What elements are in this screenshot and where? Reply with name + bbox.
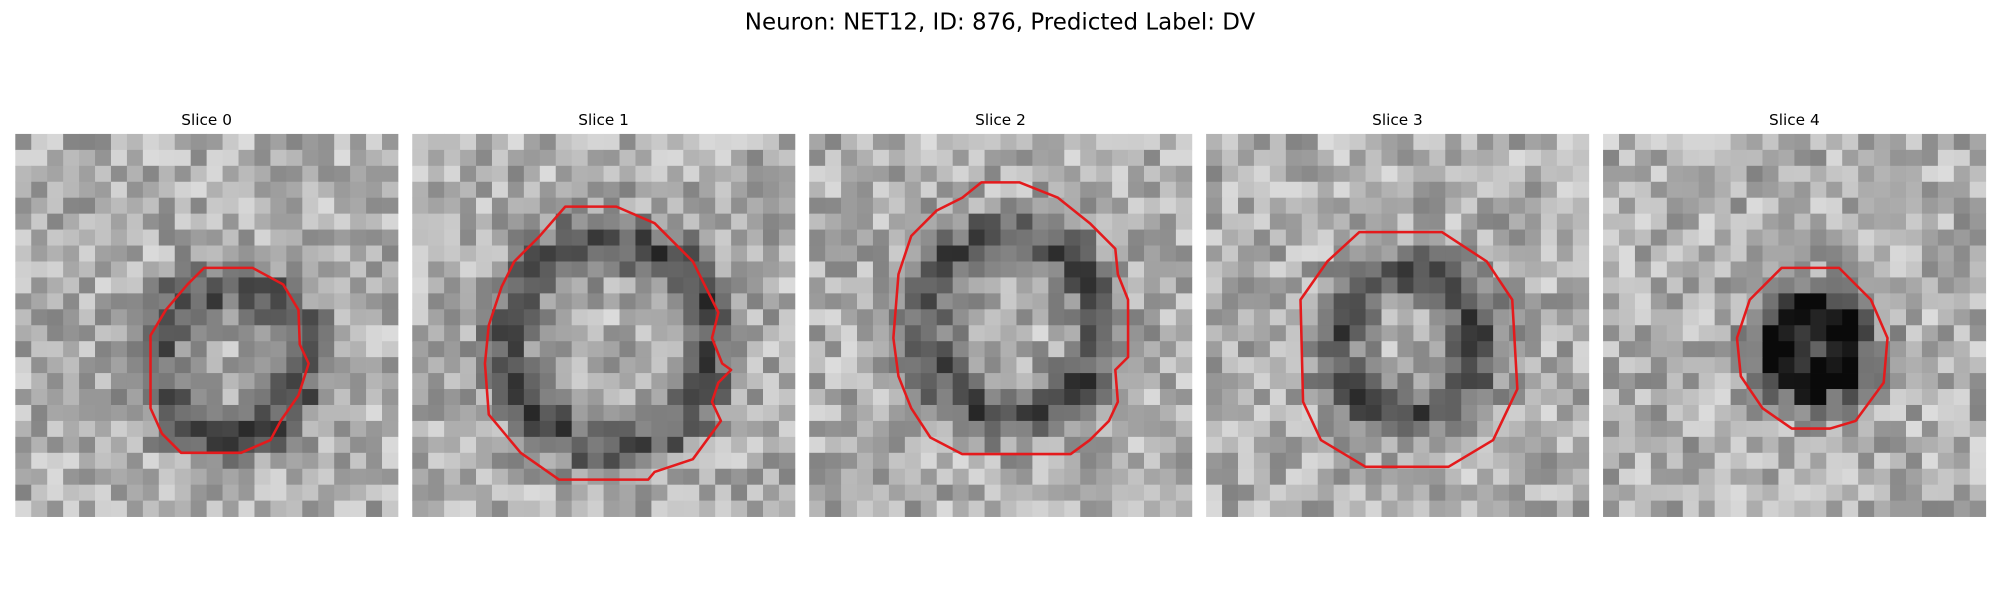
figure-title: Neuron: NET12, ID: 876, Predicted Label:…	[745, 9, 1256, 35]
panel: Slice 4	[1603, 111, 1987, 517]
panel: Slice 0	[15, 111, 399, 517]
contour	[1299, 230, 1519, 469]
image	[15, 133, 399, 517]
panel-title: Slice 1	[578, 111, 629, 129]
panel: Slice 1	[412, 111, 796, 517]
image	[412, 133, 796, 517]
panel: Slice 2	[809, 111, 1193, 517]
panel-title: Slice 3	[1372, 111, 1423, 129]
contour	[483, 205, 733, 481]
panel-title: Slice 2	[975, 111, 1026, 129]
panel: Slice 3	[1206, 111, 1590, 517]
contour	[1735, 266, 1889, 430]
image	[809, 133, 1193, 517]
contour	[149, 266, 310, 455]
contour	[892, 181, 1130, 456]
image	[1603, 133, 1987, 517]
panel-title: Slice 4	[1769, 111, 1820, 129]
image	[1206, 133, 1590, 517]
panel-title: Slice 0	[181, 111, 232, 129]
